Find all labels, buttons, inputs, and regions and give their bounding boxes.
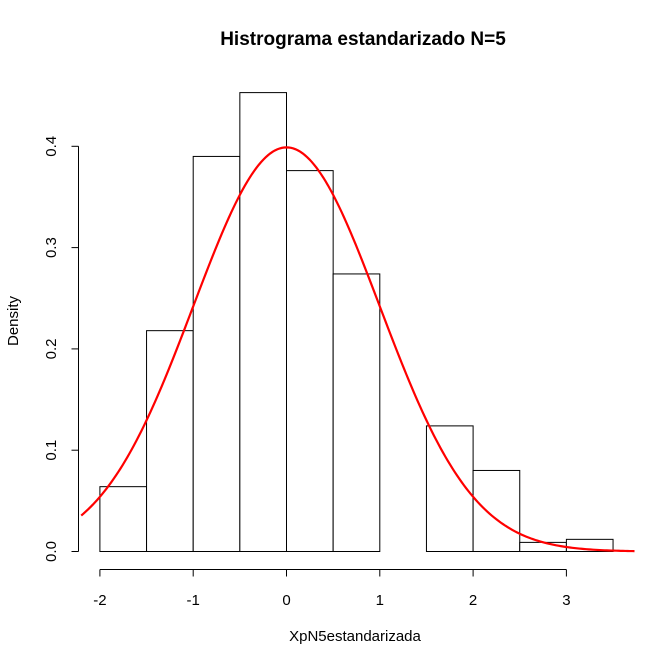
histogram-bar-3 [239, 92, 288, 553]
histogram-bar-0 [99, 486, 148, 552]
histogram-bar-2 [192, 155, 241, 552]
y-tick-label-3: 0.3 [43, 237, 60, 258]
y-tick-label-2: 0.2 [43, 338, 60, 359]
y-axis: 0.0 0.1 0.2 0.3 0.4 [43, 136, 79, 562]
x-tick-label-3: 1 [376, 592, 384, 609]
chart-title: Histrograma estandarizado N=5 [220, 29, 506, 50]
x-tick-label-0: -2 [93, 592, 106, 609]
y-tick-label-1: 0.1 [43, 440, 60, 461]
x-tick-label-1: -1 [187, 592, 200, 609]
y-tick-label-4: 0.4 [43, 136, 60, 157]
x-axis-label: XpN5estandarizada [289, 628, 421, 645]
normal-density-curve [80, 146, 635, 553]
y-tick-label-0: 0.0 [43, 541, 60, 562]
histogram-bar-5 [332, 273, 381, 552]
histogram-bars [99, 92, 614, 553]
histogram-bar-8 [472, 469, 521, 552]
histogram-bar-4 [286, 170, 334, 552]
x-axis: -2 -1 0 1 2 3 [93, 569, 571, 609]
x-tick-label-2: 0 [282, 592, 290, 609]
x-tick-label-4: 2 [469, 592, 477, 609]
normal-curve-layer [80, 146, 635, 553]
y-axis-label: Density [5, 295, 22, 346]
x-tick-label-5: 3 [562, 592, 570, 609]
